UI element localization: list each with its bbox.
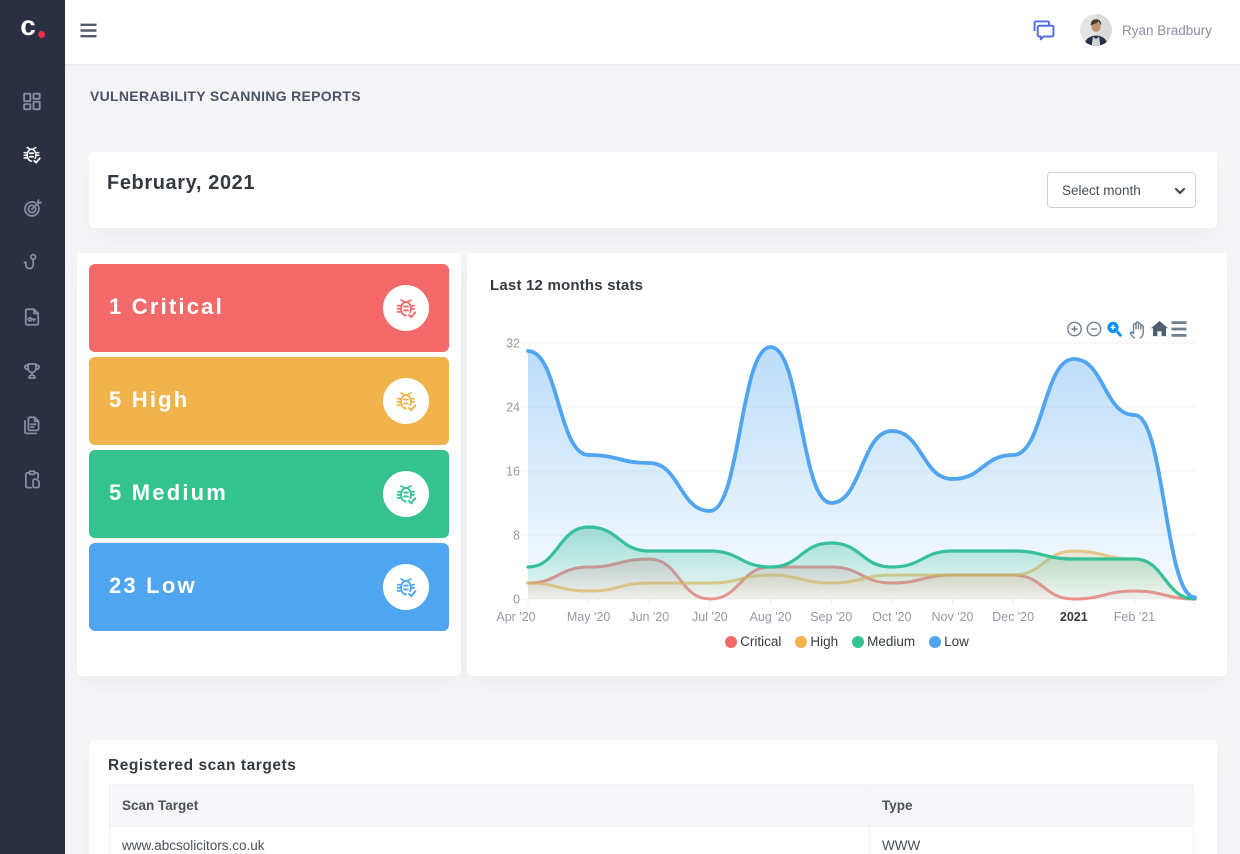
svg-text:May '20: May '20: [567, 610, 610, 624]
svg-text:Apr '20: Apr '20: [496, 610, 535, 624]
svg-text:32: 32: [506, 337, 520, 351]
svg-text:2021: 2021: [1060, 610, 1088, 624]
svg-text:16: 16: [506, 465, 520, 479]
svg-text:24: 24: [506, 401, 520, 415]
svg-text:Jun '20: Jun '20: [629, 610, 669, 624]
svg-text:Nov '20: Nov '20: [932, 610, 974, 624]
svg-text:Oct '20: Oct '20: [872, 610, 911, 624]
svg-text:Dec '20: Dec '20: [992, 610, 1034, 624]
svg-text:8: 8: [513, 529, 520, 543]
svg-text:Aug '20: Aug '20: [750, 610, 792, 624]
svg-text:0: 0: [513, 593, 520, 607]
svg-text:Feb '21: Feb '21: [1114, 610, 1155, 624]
svg-text:Jul '20: Jul '20: [692, 610, 728, 624]
svg-text:Sep '20: Sep '20: [810, 610, 852, 624]
